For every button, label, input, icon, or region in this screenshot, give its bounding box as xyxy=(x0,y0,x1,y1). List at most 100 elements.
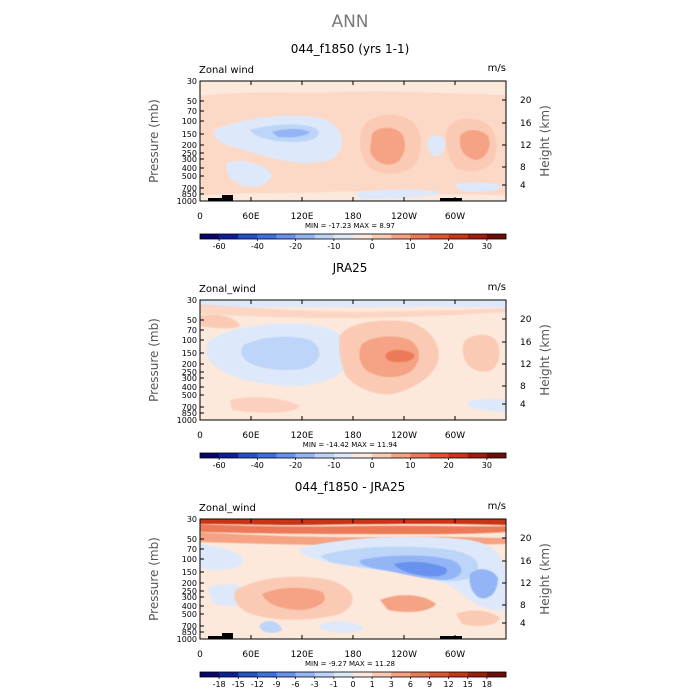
colorbar-label: 6 xyxy=(408,680,413,689)
colorbar-swatch xyxy=(486,453,507,458)
colorbar-label: 10 xyxy=(405,461,415,470)
x-tick-label: 60W xyxy=(445,431,465,441)
y-tick-label: 70 xyxy=(187,326,197,335)
units-label: m/s xyxy=(488,63,506,74)
colorbar-label: 0 xyxy=(370,242,375,251)
y-tick-label: 50 xyxy=(187,316,197,325)
y-tick-label: 100 xyxy=(182,117,197,126)
y-tick-label: 30 xyxy=(187,296,197,305)
y-right-axis-title: Height (km) xyxy=(538,324,552,395)
colorbar-swatch xyxy=(333,672,354,677)
y-tick-label: 70 xyxy=(187,545,197,554)
y-tick-label: 400 xyxy=(182,602,197,611)
colorbar-label: 9 xyxy=(427,680,432,689)
variable-label: Zonal_wind xyxy=(199,503,256,514)
colorbar-swatch xyxy=(372,234,392,239)
x-tick-label: 60E xyxy=(242,212,259,222)
y-tick-label: 100 xyxy=(182,555,197,564)
colorbar-label: 0 xyxy=(370,461,375,470)
colorbar-swatch xyxy=(372,453,392,458)
colorbar-swatch xyxy=(333,453,354,458)
y-right-tick-label: 12 xyxy=(520,141,531,151)
chart-panel-1: 044_f1850 (yrs 1-1)Zonal wind m/s30507010… xyxy=(147,42,552,251)
topography-block-1 xyxy=(208,636,233,639)
y-tick-label: 500 xyxy=(182,172,197,181)
topography-block-3 xyxy=(440,636,462,639)
contour-region-4 xyxy=(272,129,310,138)
y-tick-label: 700 xyxy=(182,622,197,631)
y-tick-label: 500 xyxy=(182,391,197,400)
x-tick-label: 120E xyxy=(291,650,314,660)
colorbar-swatch xyxy=(295,234,316,239)
colorbar-swatch xyxy=(295,453,316,458)
variable-label: Zonal_wind xyxy=(199,284,256,295)
contour-region-14 xyxy=(260,621,282,633)
colorbar-label: -18 xyxy=(213,680,226,689)
y-right-tick-label: 4 xyxy=(520,400,526,410)
colorbar-swatch xyxy=(257,234,277,239)
contour-region-12 xyxy=(454,182,502,192)
colorbar-swatch xyxy=(257,672,277,677)
y-tick-label: 850 xyxy=(182,190,197,199)
colorbar-label: -40 xyxy=(251,461,264,470)
x-tick-label: 120W xyxy=(391,431,417,441)
y-axis-title: Pressure (mb) xyxy=(147,537,161,621)
colorbar-label: 0 xyxy=(350,680,355,689)
colorbar-label: -12 xyxy=(251,680,264,689)
contour-region-2 xyxy=(200,524,506,535)
y-tick-label: 400 xyxy=(182,164,197,173)
colorbar-swatch xyxy=(429,672,449,677)
colorbar-swatch xyxy=(429,453,449,458)
colorbar-swatch xyxy=(314,234,335,239)
colorbar: -18 -15 -12 -9 -6 -3 -1 0 1 3 6 9 12 15 18 xyxy=(199,671,507,689)
panel-title: JRA25 xyxy=(332,261,368,275)
y-tick-label: 250 xyxy=(182,587,197,596)
colorbar-swatch xyxy=(448,453,469,458)
contour-fills xyxy=(200,519,506,633)
colorbar-swatch xyxy=(410,453,430,458)
y-tick-label: 30 xyxy=(187,515,197,524)
y-right-tick-label: 16 xyxy=(520,557,532,567)
colorbar-label: -1 xyxy=(330,680,338,689)
colorbar-swatch xyxy=(200,672,220,677)
y-right-tick-label: 16 xyxy=(520,119,532,129)
colorbar-swatch xyxy=(448,672,469,677)
colorbar-swatch xyxy=(333,234,354,239)
y-tick-label: 200 xyxy=(182,579,197,588)
y-tick-label: 1000 xyxy=(177,635,197,644)
colorbar-swatch xyxy=(314,453,335,458)
x-tick-label: 0 xyxy=(197,431,203,441)
colorbar-label: -10 xyxy=(327,242,340,251)
x-tick-label: 120W xyxy=(391,212,417,222)
colorbar-swatch xyxy=(238,672,258,677)
y-tick-label: 200 xyxy=(182,141,197,150)
y-right-tick-label: 20 xyxy=(520,96,532,106)
colorbar-label: -20 xyxy=(289,242,302,251)
colorbar-label: -3 xyxy=(311,680,319,689)
y-tick-label: 150 xyxy=(182,349,197,358)
x-tick-label: 60W xyxy=(445,212,465,222)
y-tick-label: 300 xyxy=(182,593,197,602)
colorbar-label: 20 xyxy=(444,461,454,470)
colorbar-label: 10 xyxy=(405,242,415,251)
y-axis-title: Pressure (mb) xyxy=(147,99,161,183)
topography-block-2 xyxy=(222,633,233,639)
contour-region-9 xyxy=(462,334,500,372)
colorbar-label: 3 xyxy=(389,680,394,689)
y-right-tick-label: 8 xyxy=(520,163,526,173)
colorbar-swatch xyxy=(467,453,488,458)
colorbar-label: -20 xyxy=(289,461,302,470)
min-max-label: MIN = -14.42 MAX = 11.94 xyxy=(303,441,398,449)
colorbar-label: 18 xyxy=(482,680,492,689)
y-axis-title: Pressure (mb) xyxy=(147,318,161,402)
y-tick-label: 50 xyxy=(187,535,197,544)
colorbar-swatch xyxy=(391,672,411,677)
colorbar-swatch xyxy=(391,453,411,458)
y-tick-label: 150 xyxy=(182,568,197,577)
colorbar-label: 15 xyxy=(463,680,473,689)
figure-title: ANN xyxy=(331,12,369,32)
x-tick-label: 60E xyxy=(242,650,259,660)
contour-region-11 xyxy=(468,398,506,412)
